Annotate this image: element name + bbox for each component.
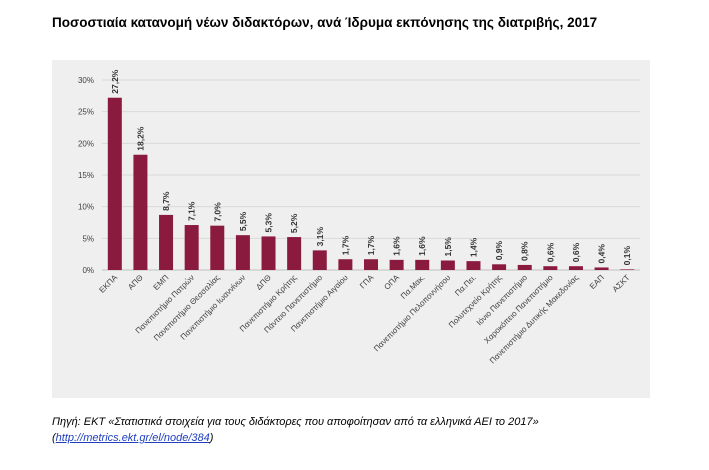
bar — [415, 259, 430, 270]
source-note: Πηγή: ΕΚΤ «Στατιστικά στοιχεία για τους … — [52, 414, 672, 446]
x-tick-label: ΔΠΘ — [254, 273, 273, 292]
data-label: 5,5% — [238, 211, 248, 231]
data-label: 5,3% — [264, 213, 274, 233]
data-label: 3,1% — [315, 227, 325, 247]
x-tick-label: Πα.Πει. — [453, 273, 478, 298]
source-link[interactable]: http://metrics.ekt.gr/el/node/384 — [55, 432, 210, 444]
x-tick-label: ΕΚΠΑ — [97, 273, 119, 295]
bar — [133, 154, 148, 270]
data-label: 5,2% — [289, 213, 299, 233]
data-label: 27,2% — [110, 69, 120, 94]
y-tick-label: 30% — [78, 76, 94, 85]
bar — [184, 225, 199, 270]
bar — [235, 235, 250, 270]
data-label: 1,7% — [340, 235, 350, 255]
source-text: Πηγή: ΕΚΤ «Στατιστικά στοιχεία για τους … — [52, 416, 539, 428]
bar — [440, 260, 455, 270]
data-label: 7,1% — [187, 201, 197, 221]
data-label: 0,1% — [622, 246, 632, 266]
x-tick-label: ΑΣΚΤ — [611, 273, 632, 294]
data-label: 1,4% — [468, 237, 478, 257]
x-tick-label: ΟΠΑ — [382, 273, 401, 292]
bar — [389, 259, 404, 270]
data-label: 0,6% — [571, 242, 581, 262]
bar — [287, 237, 302, 270]
bar — [568, 266, 583, 270]
y-tick-label: 10% — [78, 203, 94, 212]
data-label: 1,6% — [392, 236, 402, 256]
data-label: 1,5% — [443, 237, 453, 257]
bar — [364, 259, 378, 270]
data-label: 7,0% — [212, 202, 222, 222]
y-tick-label: 20% — [78, 139, 94, 148]
bar — [543, 266, 558, 270]
x-tick-label: ΓΠΑ — [358, 273, 376, 291]
x-tick-label: ΕΜΠ — [152, 273, 171, 292]
data-label: 1,6% — [417, 236, 427, 256]
chart-title: Ποσοστιαία κατανομή νέων διδακτόρων, ανά… — [52, 15, 598, 30]
data-label: 0,9% — [494, 240, 504, 260]
data-label: 0,6% — [545, 242, 555, 262]
data-label: 0,4% — [597, 244, 607, 264]
bar — [594, 267, 609, 270]
y-tick-label: 15% — [78, 171, 94, 180]
bar — [312, 250, 327, 270]
bar — [517, 264, 532, 270]
bar — [492, 264, 507, 270]
data-label: 1,7% — [366, 235, 376, 255]
chart-area: 0% 5% 10% 15% 20% 25% 30% 27,2% ΕΚΠΑ 18,2% ΑΠΘ 8,7%… — [52, 60, 650, 398]
bar — [210, 225, 225, 270]
bar — [620, 269, 635, 270]
x-tick-label: ΕΑΠ — [588, 273, 606, 291]
bar-chart: 0% 5% 10% 15% 20% 25% 30% 27,2% ΕΚΠΑ 18,2% ΑΠΘ 8,7%… — [78, 69, 640, 365]
y-tick-label: 5% — [82, 234, 94, 243]
source-link-open: ( — [52, 432, 56, 444]
data-label: 18,2% — [135, 126, 145, 151]
data-label: 8,7% — [161, 191, 171, 211]
data-label: 0,8% — [520, 241, 530, 261]
bar — [159, 214, 174, 270]
bar — [261, 236, 276, 270]
y-tick-label: 25% — [78, 108, 94, 117]
y-tick-label: 0% — [82, 266, 94, 275]
source-link-close: ) — [209, 432, 214, 444]
bar — [338, 259, 353, 270]
bar — [466, 261, 481, 270]
x-tick-label: ΑΠΘ — [126, 273, 145, 292]
bar — [107, 97, 122, 270]
